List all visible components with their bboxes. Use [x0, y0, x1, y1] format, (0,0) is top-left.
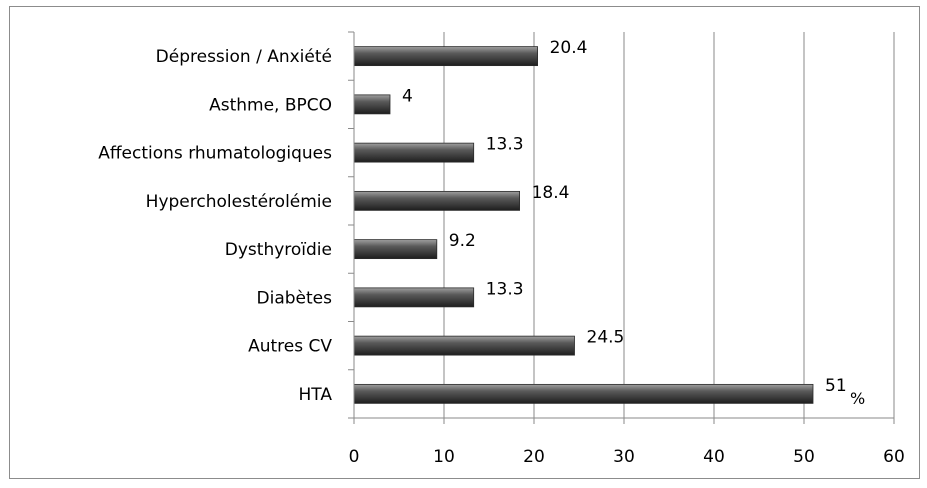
x-tick-label: 10	[433, 447, 455, 467]
value-label: 9.2	[449, 231, 476, 251]
value-label: 13.3	[486, 135, 524, 155]
bar	[353, 239, 438, 260]
value-label: 20.4	[550, 38, 588, 58]
x-tick-label: 30	[613, 447, 635, 467]
x-tick-label: 40	[703, 447, 725, 467]
value-label: 13.3	[486, 279, 524, 299]
value-label: 24.5	[587, 328, 625, 348]
bar	[353, 383, 814, 404]
bar	[353, 46, 539, 67]
category-label: Asthme, BPCO	[209, 95, 332, 115]
bar	[353, 190, 521, 211]
x-tick-label: 20	[523, 447, 545, 467]
value-label: 18.4	[532, 183, 570, 203]
category-label: Affections rhumatologiques	[98, 144, 332, 164]
bar	[353, 287, 475, 308]
bar	[353, 142, 475, 163]
category-label: Diabètes	[257, 288, 333, 308]
category-label: Autres CV	[248, 337, 332, 357]
bar	[353, 335, 575, 356]
x-tick-label: 60	[883, 447, 905, 467]
x-tick-label: 50	[793, 447, 815, 467]
bar	[353, 94, 391, 115]
category-label: Dysthyroïdie	[225, 240, 332, 260]
category-label: Dépression / Anxiété	[156, 47, 332, 67]
value-label: 51	[825, 376, 847, 396]
x-tick-label: 0	[349, 447, 360, 467]
category-label: Hypercholestérolémie	[146, 192, 332, 212]
unit-label: %	[850, 389, 865, 408]
value-label: 4	[402, 86, 413, 106]
category-label: HTA	[299, 385, 333, 405]
